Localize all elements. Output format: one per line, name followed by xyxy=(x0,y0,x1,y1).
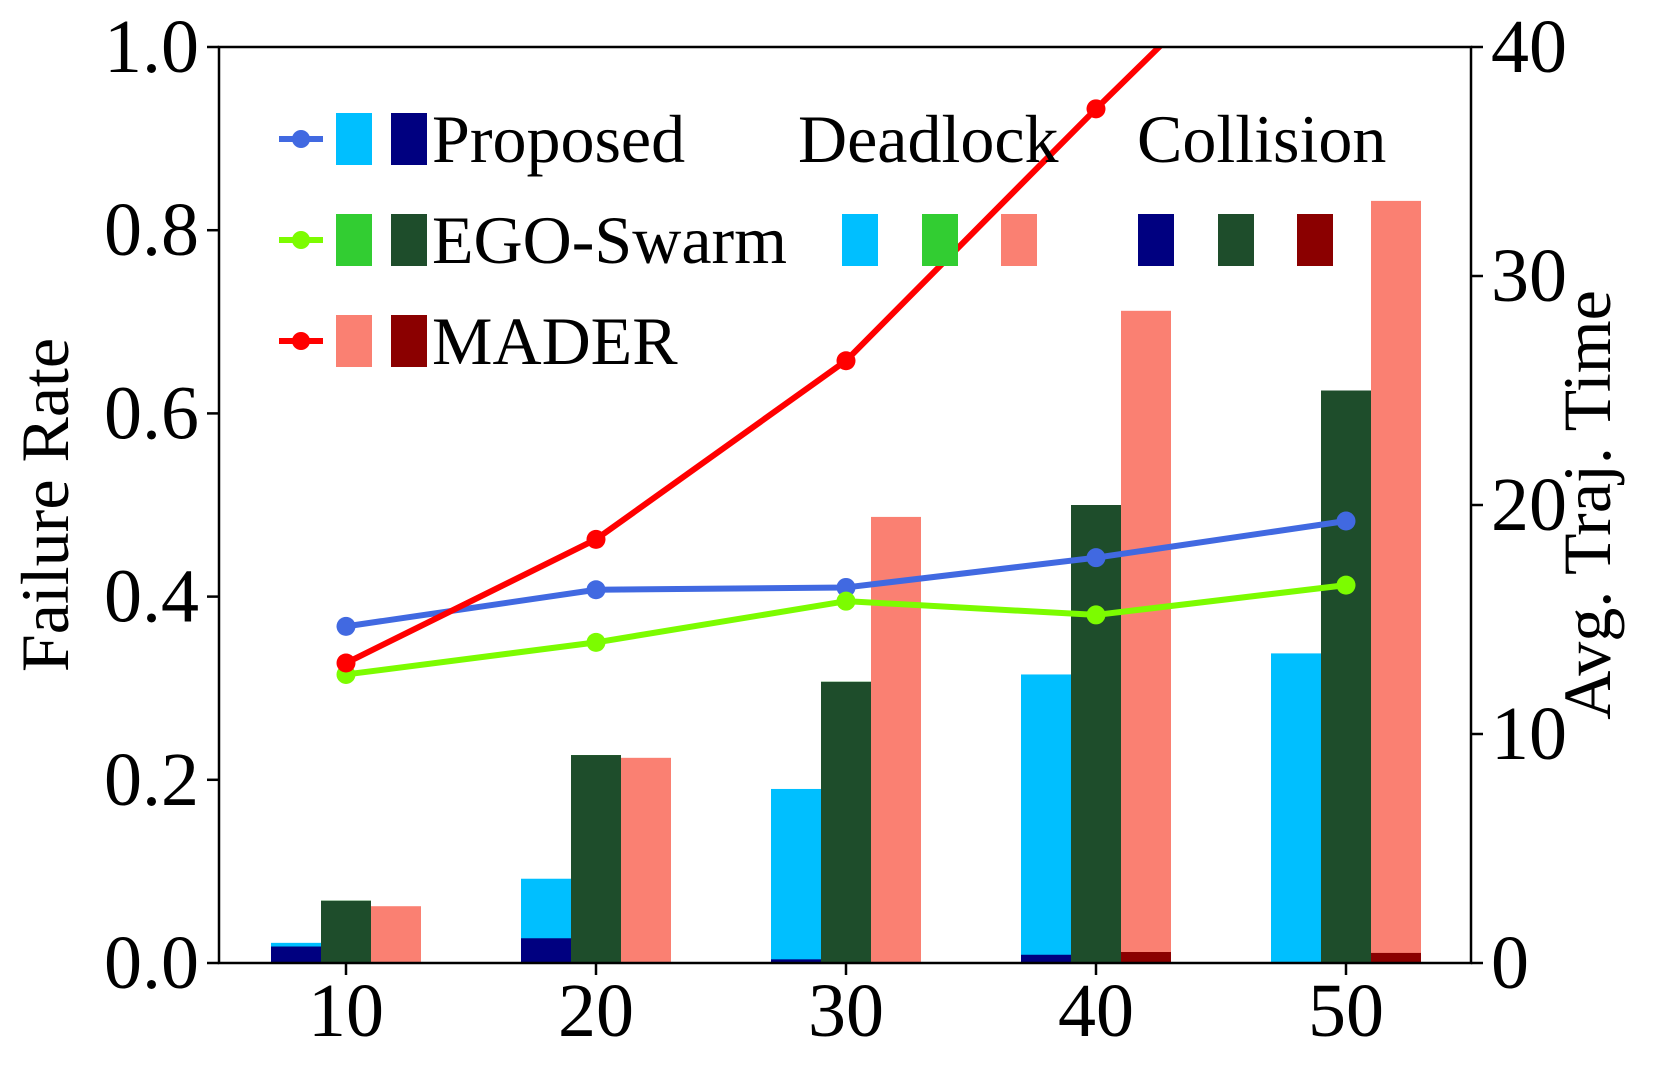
x-tick-label: 50 xyxy=(1308,969,1384,1053)
legend-grid-deadlock-proposed xyxy=(842,214,878,266)
y-tick-label: 0.2 xyxy=(104,738,199,822)
legend-swatch-proposed-collision xyxy=(391,113,427,165)
y-tick-label: 1.0 xyxy=(104,5,199,89)
bar-proposed-deadlock-40 xyxy=(1021,674,1071,963)
y-tick-label: 0.0 xyxy=(104,921,199,1005)
y2-tick-label: 20 xyxy=(1491,463,1567,547)
legend-label-proposed: Proposed xyxy=(432,101,685,177)
point-proposed-30 xyxy=(836,577,856,597)
bar-ego-swarm-collision-10 xyxy=(321,900,371,963)
bar-ego-swarm-collision-40 xyxy=(1071,505,1121,963)
y2-axis-title: Avg. Traj. Time xyxy=(1549,290,1625,720)
legend-header-collision: Collision xyxy=(1137,101,1386,177)
bar-mader-collision-40 xyxy=(1121,952,1171,963)
y-tick-label: 0.4 xyxy=(104,555,199,639)
point-ego-swarm-20 xyxy=(586,632,606,652)
bar-proposed-deadlock-30 xyxy=(771,788,821,963)
legend-swatch-ego-swarm-collision xyxy=(391,214,427,266)
point-proposed-10 xyxy=(336,616,356,636)
legend-grid-collision-mader xyxy=(1297,214,1333,266)
legend-grid-collision-ego-swarm xyxy=(1218,214,1254,266)
bar-proposed-collision-10 xyxy=(271,946,321,963)
y2-tick-label: 40 xyxy=(1491,5,1567,89)
x-tick-label: 20 xyxy=(558,969,634,1053)
legend-grid-deadlock-mader xyxy=(1001,214,1037,266)
bar-mader-deadlock-10 xyxy=(371,906,421,963)
legend-marker-mader xyxy=(292,332,310,350)
bar-mader-deadlock-30 xyxy=(871,516,921,963)
point-ego-swarm-30 xyxy=(836,591,856,611)
y-tick-label: 0.8 xyxy=(104,188,199,272)
y2-tick-label: 30 xyxy=(1491,234,1567,318)
legend-marker-ego-swarm xyxy=(292,231,310,249)
bar-ego-swarm-collision-30 xyxy=(821,681,871,963)
bar-ego-swarm-collision-20 xyxy=(571,755,621,963)
point-mader-30 xyxy=(836,351,856,371)
lines-layer xyxy=(336,47,1356,684)
x-tick-label: 30 xyxy=(808,969,884,1053)
x-tick-label: 40 xyxy=(1058,969,1134,1053)
bar-proposed-deadlock-50 xyxy=(1271,653,1321,963)
legend-header-deadlock: Deadlock xyxy=(798,101,1059,177)
legend-layer: Proposed EGO-Swarm MADER Deadlock Collision xyxy=(279,101,1386,379)
y2-tick-label: 0 xyxy=(1491,921,1529,1005)
y2-tick-label: 10 xyxy=(1491,692,1567,776)
legend-grid-deadlock-ego-swarm xyxy=(922,214,958,266)
bars-layer xyxy=(271,200,1421,964)
point-ego-swarm-40 xyxy=(1086,605,1106,625)
bar-mader-deadlock-40 xyxy=(1121,310,1171,964)
point-proposed-40 xyxy=(1086,548,1106,568)
bar-proposed-collision-40 xyxy=(1021,954,1071,963)
legend-swatch-ego-swarm-deadlock xyxy=(336,214,372,266)
legend-swatch-mader-collision xyxy=(391,315,427,367)
point-mader-20 xyxy=(586,529,606,549)
legend-swatch-mader-deadlock xyxy=(336,315,372,367)
bar-mader-deadlock-50 xyxy=(1371,200,1421,963)
x-tick-label: 10 xyxy=(308,969,384,1053)
bar-mader-collision-50 xyxy=(1371,952,1421,963)
point-ego-swarm-50 xyxy=(1336,575,1356,595)
point-proposed-20 xyxy=(586,580,606,600)
point-proposed-50 xyxy=(1336,511,1356,531)
point-mader-10 xyxy=(336,653,356,673)
legend-grid-collision-proposed xyxy=(1138,214,1174,266)
point-mader-40 xyxy=(1086,99,1106,119)
axes-layer: 0.0 0.2 0.4 0.6 0.8 1.0 0 10 20 30 40 10 20 30 40 50 Fai… xyxy=(7,5,1625,1053)
bar-mader-deadlock-20 xyxy=(621,757,671,963)
legend-marker-proposed xyxy=(292,130,310,148)
legend-label-ego-swarm: EGO-Swarm xyxy=(432,202,787,278)
y-tick-label: 0.6 xyxy=(104,371,199,455)
y-axis-title: Failure Rate xyxy=(7,338,83,672)
legend-swatch-proposed-deadlock xyxy=(336,113,372,165)
bar-proposed-collision-30 xyxy=(771,959,821,963)
legend-label-mader: MADER xyxy=(432,303,678,379)
bar-proposed-collision-20 xyxy=(521,938,571,963)
bar-ego-swarm-collision-50 xyxy=(1321,390,1371,963)
